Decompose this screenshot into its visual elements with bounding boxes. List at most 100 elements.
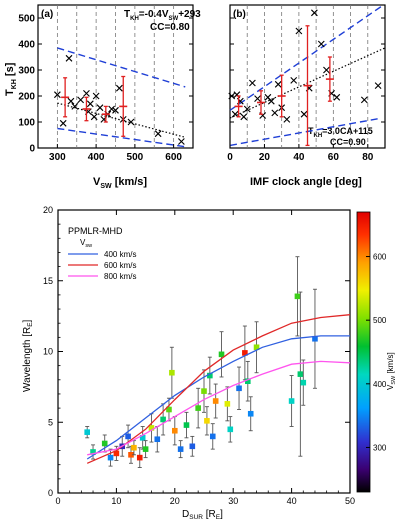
panel-b-binned-mean bbox=[257, 90, 265, 115]
panel-c-data-point bbox=[154, 426, 161, 453]
panel-c-point-marker bbox=[172, 427, 178, 434]
panel-b-data-point bbox=[295, 27, 303, 35]
panel-b-marks: 0 20 40 60 80 bbox=[227, 5, 386, 163]
panel-b-binned-mean bbox=[303, 25, 312, 147]
panel-c-point-marker bbox=[154, 436, 161, 443]
panel-b-data-point bbox=[311, 9, 318, 17]
panel-c-x-tick-label: 30 bbox=[228, 496, 238, 506]
panel-c-data-point bbox=[90, 444, 96, 460]
panel-b-binned-mean bbox=[325, 56, 334, 102]
panel-c-title: PPMLR-MHD bbox=[68, 226, 123, 236]
panel-c-point-marker bbox=[136, 454, 143, 461]
panel-a-data-point bbox=[177, 138, 185, 145]
panel-c-point-marker bbox=[245, 378, 251, 385]
panel-b-cc: CC=0.90 bbox=[330, 137, 366, 147]
panel-c-data-point bbox=[125, 424, 131, 449]
panel-c-data-point bbox=[224, 386, 231, 422]
panel-a-data-point bbox=[92, 92, 100, 100]
panel-c-data-point bbox=[107, 448, 114, 467]
panel-c-data-point bbox=[195, 387, 201, 429]
panel-c-point-marker bbox=[90, 449, 96, 455]
colorbar bbox=[356, 211, 371, 493]
panel-c-data-point bbox=[169, 346, 175, 399]
panel-c-data-point bbox=[189, 435, 196, 457]
panel-c-point-marker bbox=[297, 371, 304, 377]
panel-a-data-point bbox=[90, 113, 98, 121]
panel-a-fit-equation: TKH=-0.4VSW+293 bbox=[124, 9, 201, 22]
panel-c-y-tick-label: 20 bbox=[43, 205, 53, 215]
panel-c-point-marker bbox=[212, 398, 219, 404]
panel-c-point-marker bbox=[209, 433, 216, 440]
panel-b-binned-mean bbox=[234, 95, 243, 118]
panel-a-data-point bbox=[83, 90, 90, 97]
panel-a-data-point bbox=[127, 118, 135, 126]
panel-b-data-point bbox=[274, 80, 282, 88]
legend-label: 600 km/s bbox=[104, 261, 136, 270]
panel-a-binned-mean bbox=[101, 105, 110, 123]
panel-c-data-point bbox=[204, 406, 210, 436]
panel-a-x-tick-label: 500 bbox=[127, 152, 144, 163]
panel-b-data-point bbox=[360, 96, 368, 104]
panel-b-data-point bbox=[243, 105, 251, 113]
panel-c-x-tick-label: 50 bbox=[345, 496, 355, 506]
panel-c-data-point bbox=[136, 447, 143, 468]
panel-c-point-marker bbox=[195, 405, 201, 411]
colorbar-tick-label: 500 bbox=[373, 316, 387, 325]
panel-a-binned-mean bbox=[61, 77, 70, 118]
panel-c-x-axis-label: DSUR [RE] bbox=[182, 509, 223, 521]
panel-c-data-point bbox=[300, 359, 307, 406]
colorbar-tick-label: 600 bbox=[373, 253, 387, 262]
panel-c-point-marker bbox=[288, 398, 295, 404]
panel-b-upper-envelope bbox=[229, 5, 382, 111]
panel-a-marks: 300 400 500 600 0 100 200 300 400 500 bbox=[18, 5, 193, 163]
panel-b-binned-mean bbox=[277, 74, 286, 118]
panel-a-cc: CC=0.80 bbox=[150, 22, 190, 33]
colorbar-tick-label: 400 bbox=[373, 380, 387, 389]
panel-b-data-point bbox=[317, 40, 325, 48]
panel-c-data-point bbox=[142, 440, 149, 459]
panel-c-data-point bbox=[253, 321, 260, 374]
panel-c-point-marker bbox=[101, 440, 108, 447]
panel-b-data-point bbox=[290, 77, 298, 84]
panel-c-data-point bbox=[294, 256, 301, 337]
panel-a-y-tick-label: 500 bbox=[18, 14, 35, 25]
panel-a-x-tick-label: 400 bbox=[88, 152, 105, 163]
colorbar-tick-label: 300 bbox=[373, 443, 387, 452]
legend-label: 800 km/s bbox=[104, 272, 136, 281]
panel-b-data-point bbox=[323, 66, 330, 74]
panel-a-data-point bbox=[86, 100, 94, 108]
panel-c-y-tick-label: 5 bbox=[48, 417, 53, 427]
panel-c-point-marker bbox=[242, 350, 248, 356]
panel-c-data-point bbox=[84, 426, 90, 439]
panel-c-x-tick-label: 20 bbox=[170, 496, 180, 506]
panel-b-x-tick-label: 60 bbox=[328, 152, 340, 163]
panel-a-data-point bbox=[112, 106, 119, 114]
panel-b-x-tick-label: 80 bbox=[362, 152, 374, 163]
panel-c-point-marker bbox=[177, 446, 184, 452]
panel-a-y-axis-label: TKH [s] bbox=[4, 62, 18, 96]
panel-b-data-point bbox=[254, 95, 261, 102]
series-line-800-km-s bbox=[87, 360, 351, 456]
legend-title: Vsw bbox=[80, 238, 92, 249]
panel-c-point-marker bbox=[160, 416, 166, 423]
panel-b-data-point bbox=[374, 82, 382, 89]
panel-b-data-point bbox=[283, 116, 291, 123]
panel-c-data-point bbox=[212, 383, 219, 419]
series-line-400-km-s bbox=[86, 335, 350, 460]
panel-a-y-tick-label: 300 bbox=[18, 66, 35, 77]
panel-c-point-marker bbox=[236, 385, 242, 392]
panel-c-data-point bbox=[160, 403, 166, 436]
panel-a-binned-mean bbox=[119, 75, 128, 137]
panel-c-point-marker bbox=[148, 425, 155, 431]
panel-c-data-point bbox=[297, 291, 304, 457]
panel-c-data-point bbox=[207, 356, 213, 395]
panel-a-binned-mean bbox=[82, 96, 91, 122]
panel-b-x-tick-label: 40 bbox=[293, 152, 305, 163]
panel-c-point-marker bbox=[189, 443, 196, 450]
panel-a-x-axis-label: VSW [km/s] bbox=[93, 176, 147, 190]
panel-a-data-point bbox=[59, 119, 67, 127]
panel-b-label: (b) bbox=[233, 9, 246, 20]
panel-a-data-point bbox=[53, 91, 61, 99]
panel-c-data-point bbox=[227, 416, 234, 443]
